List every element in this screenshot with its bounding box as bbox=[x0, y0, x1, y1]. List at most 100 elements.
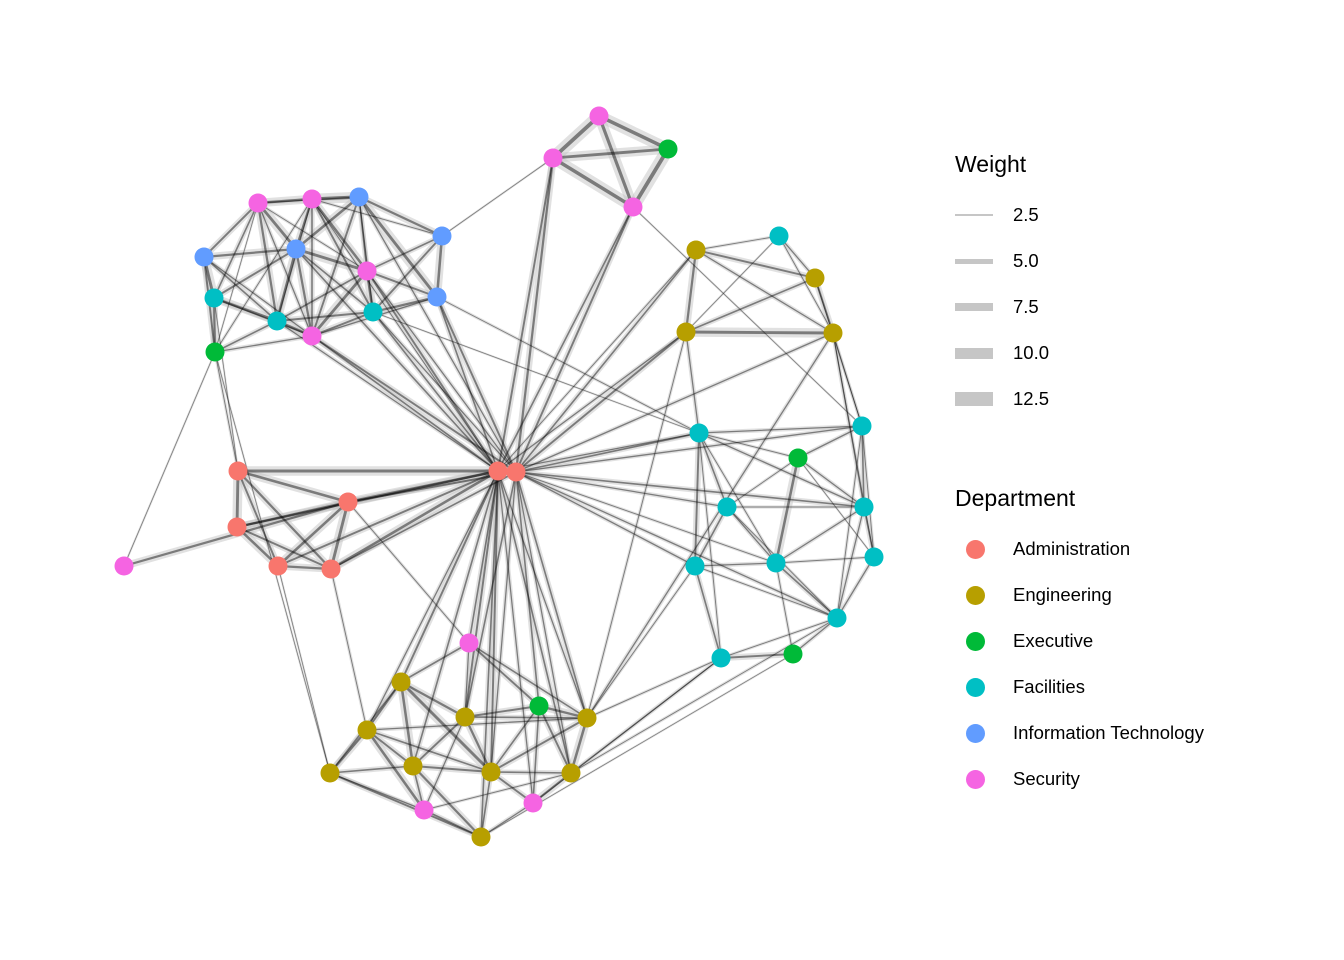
weight-swatch-icon bbox=[955, 303, 993, 311]
graph-edge bbox=[294, 247, 314, 338]
graph-node bbox=[228, 461, 248, 481]
graph-node bbox=[766, 553, 786, 573]
graph-node bbox=[302, 189, 322, 209]
graph-edge bbox=[515, 471, 728, 508]
graph-edge bbox=[355, 193, 446, 240]
graph-node bbox=[268, 556, 288, 576]
graph-edge bbox=[546, 109, 606, 165]
graph-edge bbox=[698, 432, 799, 459]
graph-edge bbox=[307, 266, 372, 341]
graph-edge bbox=[274, 268, 370, 324]
graph-edge bbox=[371, 295, 439, 314]
graph-edge bbox=[294, 195, 361, 251]
weight-label: 7.5 bbox=[1013, 296, 1039, 317]
graph-edge bbox=[497, 249, 697, 472]
graph-edge bbox=[515, 471, 865, 508]
department-label: Administration bbox=[1013, 538, 1131, 559]
graph-node bbox=[357, 261, 377, 281]
graph-edge bbox=[597, 114, 635, 209]
graph-edge bbox=[201, 254, 315, 339]
graph-edge bbox=[774, 456, 800, 565]
graph-node bbox=[403, 756, 423, 776]
graph-edge bbox=[276, 564, 332, 775]
graph-node bbox=[248, 193, 268, 213]
graph-edge bbox=[310, 269, 369, 338]
legend-department: Department Administration Engineering Ex… bbox=[955, 485, 1204, 802]
graph-edge bbox=[694, 432, 700, 567]
graph-edge bbox=[294, 247, 369, 273]
department-label: Security bbox=[1013, 768, 1080, 789]
graph-edge bbox=[366, 717, 588, 731]
graph-edge bbox=[412, 470, 499, 767]
weight-swatch-icon bbox=[955, 347, 993, 359]
graph-edge bbox=[330, 568, 368, 731]
graph-edge bbox=[236, 469, 350, 504]
graph-edge bbox=[515, 471, 696, 567]
graph-edge bbox=[277, 565, 331, 774]
weight-label: 2.5 bbox=[1013, 204, 1039, 225]
graph-edge bbox=[569, 616, 839, 775]
graph-edge bbox=[211, 200, 261, 301]
graph-edge bbox=[774, 555, 876, 565]
graph-edge bbox=[586, 565, 696, 719]
graph-edge bbox=[497, 432, 700, 472]
graph-node bbox=[589, 106, 609, 126]
graph-edge bbox=[213, 248, 297, 299]
graph-edge bbox=[632, 206, 863, 427]
graph-edge bbox=[272, 244, 301, 326]
graph-node bbox=[543, 148, 563, 168]
graph-edge bbox=[726, 506, 777, 564]
graph-edge bbox=[515, 425, 863, 473]
graph-edge bbox=[409, 762, 485, 841]
graph-edge bbox=[497, 470, 534, 804]
graph-edge bbox=[354, 192, 442, 302]
graph-edge bbox=[329, 772, 482, 838]
graph-edge bbox=[693, 247, 836, 336]
graph-edge bbox=[515, 331, 687, 473]
graph-edge bbox=[365, 728, 426, 812]
graph-edge bbox=[357, 195, 444, 238]
graph-edge bbox=[685, 277, 816, 333]
graph-edge bbox=[372, 311, 700, 434]
graph-edge bbox=[214, 320, 278, 353]
graph-node bbox=[391, 672, 411, 692]
graph-edge bbox=[236, 469, 333, 571]
graph-edge bbox=[480, 802, 534, 838]
graph-edge bbox=[497, 470, 588, 719]
graph-edge bbox=[436, 296, 517, 473]
graph-edge bbox=[797, 457, 875, 558]
graph-edge bbox=[276, 198, 313, 322]
graph-edge bbox=[213, 202, 259, 299]
graph-edge bbox=[464, 642, 470, 718]
graph-edge bbox=[366, 729, 492, 773]
graph-edge bbox=[214, 198, 313, 353]
legend-department-rows: Administration Engineering Executive Fac… bbox=[955, 526, 1204, 802]
graph-edge bbox=[462, 640, 472, 720]
graph-edge bbox=[366, 235, 443, 272]
graph-edge bbox=[515, 471, 572, 774]
graph-edge bbox=[347, 501, 470, 644]
graph-node bbox=[205, 342, 225, 362]
graph-edge bbox=[691, 429, 703, 570]
graph-edge bbox=[698, 432, 865, 508]
legend-department-row: Engineering bbox=[955, 572, 1204, 618]
graph-edge bbox=[773, 560, 840, 621]
graph-edge bbox=[399, 680, 467, 719]
graph-edge bbox=[593, 110, 674, 155]
graph-edge bbox=[311, 311, 374, 337]
graph-edge bbox=[326, 497, 353, 574]
graph-edge bbox=[631, 205, 864, 428]
graph-edge bbox=[495, 468, 590, 721]
graph-node bbox=[227, 517, 247, 537]
graph-edge bbox=[698, 425, 863, 434]
graph-node bbox=[852, 416, 872, 436]
legend-weight-row: 7.5 bbox=[955, 284, 1049, 330]
graph-edge bbox=[464, 716, 588, 719]
graph-edge bbox=[586, 657, 722, 719]
legend-weight: Weight 2.5 5.0 7.5 10.0 12.5 bbox=[955, 151, 1049, 422]
graph-edge bbox=[435, 234, 444, 299]
weight-label: 5.0 bbox=[1013, 250, 1039, 271]
graph-edge bbox=[421, 714, 468, 813]
weight-swatch-icon bbox=[955, 392, 993, 406]
